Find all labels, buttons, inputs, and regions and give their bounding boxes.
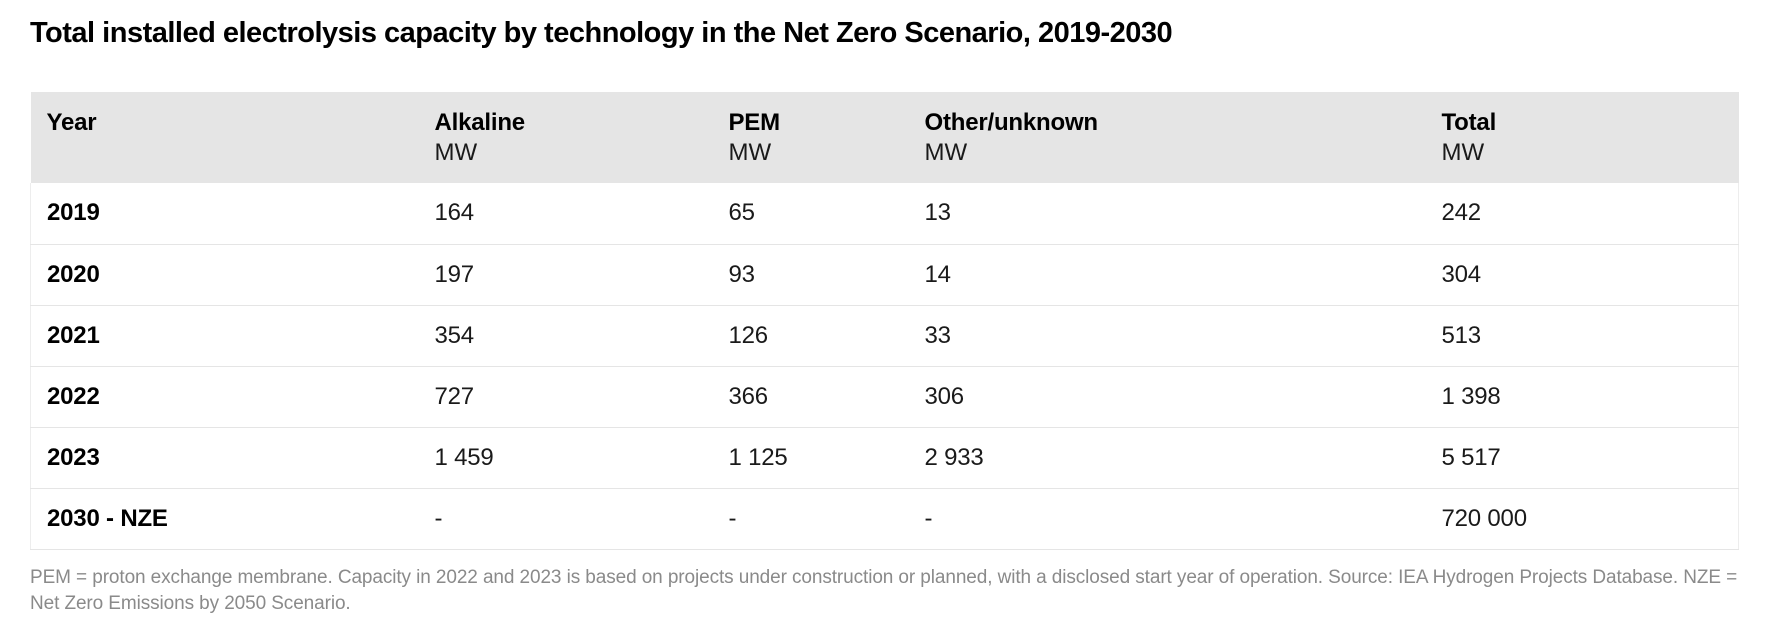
header-row: Year Alkaline MW PEM MW Other/unknown MW… [30, 92, 1739, 183]
cell-year: 2022 [30, 366, 435, 428]
table-row-2030-nze: 2030 - NZE - - - 720 000 [30, 488, 1739, 550]
cell-pem: 65 [728, 183, 925, 245]
column-label-total: Total [1441, 109, 1497, 136]
column-unit-year [47, 138, 435, 168]
column-label-other: Other/unknown [924, 109, 1099, 136]
column-label-alkaline: Alkaline [434, 109, 526, 136]
table-row-2022: 2022 727 366 306 1 398 [30, 366, 1739, 428]
column-header-other: Other/unknown MW [924, 92, 1442, 183]
cell-year: 2030 - NZE [30, 488, 435, 550]
table-row-2019: 2019 164 65 13 242 [30, 183, 1739, 245]
cell-year: 2019 [30, 183, 435, 245]
cell-other: - [924, 488, 1442, 550]
cell-alkaline: 354 [434, 305, 729, 367]
cell-year: 2023 [30, 427, 435, 489]
cell-other: 13 [924, 183, 1442, 245]
cell-year: 2020 [30, 244, 435, 306]
column-unit-pem: MW [728, 139, 772, 166]
cell-total: 5 517 [1441, 427, 1739, 489]
cell-alkaline: 727 [434, 366, 729, 428]
cell-alkaline: 164 [434, 183, 729, 245]
capacity-table: Year Alkaline MW PEM MW Other/unknown MW… [30, 92, 1739, 550]
cell-year: 2021 [30, 305, 435, 367]
column-unit-total: MW [1441, 139, 1485, 166]
cell-other: 14 [924, 244, 1442, 306]
cell-pem: 1 125 [728, 427, 925, 489]
cell-total: 513 [1441, 305, 1739, 367]
cell-total: 242 [1441, 183, 1739, 245]
table-row-2020: 2020 197 93 14 304 [30, 244, 1739, 306]
cell-alkaline: - [434, 488, 729, 550]
cell-other: 306 [924, 366, 1442, 428]
page-title: Total installed electrolysis capacity by… [30, 17, 1173, 49]
column-header-pem: PEM MW [728, 92, 925, 183]
column-label-pem: PEM [728, 109, 781, 136]
cell-alkaline: 197 [434, 244, 729, 306]
cell-total: 1 398 [1441, 366, 1739, 428]
column-unit-alkaline: MW [434, 139, 478, 166]
cell-pem: 93 [728, 244, 925, 306]
cell-other: 2 933 [924, 427, 1442, 489]
column-header-year: Year [30, 92, 435, 183]
table-row-2023: 2023 1 459 1 125 2 933 5 517 [30, 427, 1739, 489]
cell-other: 33 [924, 305, 1442, 367]
cell-pem: 126 [728, 305, 925, 367]
cell-pem: - [728, 488, 925, 550]
table-row-2021: 2021 354 126 33 513 [30, 305, 1739, 367]
column-header-alkaline: Alkaline MW [434, 92, 729, 183]
cell-alkaline: 1 459 [434, 427, 729, 489]
column-label-year: Year [46, 109, 97, 136]
column-header-total: Total MW [1441, 92, 1739, 183]
cell-total: 304 [1441, 244, 1739, 306]
cell-total: 720 000 [1441, 488, 1739, 550]
cell-pem: 366 [728, 366, 925, 428]
column-unit-other: MW [924, 139, 968, 166]
footnote: PEM = proton exchange membrane. Capacity… [30, 566, 1738, 614]
